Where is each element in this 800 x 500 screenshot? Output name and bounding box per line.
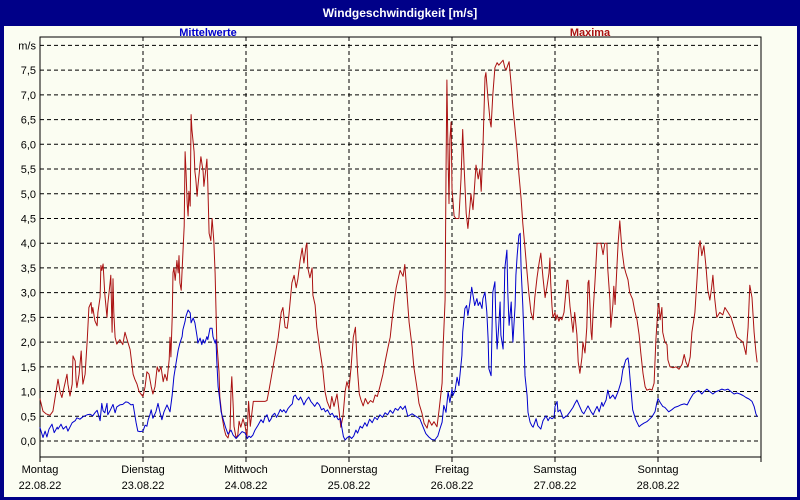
y-tick-label: 2,5: [21, 312, 36, 324]
y-tick-label: 3,0: [21, 288, 36, 300]
y-tick-label: 1,0: [21, 387, 36, 399]
title-bar: Windgeschwindigkeit [m/s]: [0, 0, 800, 26]
y-tick-label: 4,0: [21, 238, 36, 250]
vertical-gridlines: [142, 37, 659, 457]
day-name-label: Samstag: [533, 464, 576, 476]
y-tick-label: 5,5: [21, 164, 36, 176]
day-date-label: 22.08.22: [19, 480, 62, 492]
legend-label-maxima: Maxima: [569, 27, 611, 39]
day-name-label: Montag: [22, 464, 59, 476]
y-tick-label: 4,5: [21, 213, 36, 225]
day-name-label: Sonntag: [638, 464, 679, 476]
day-name-label: Dienstag: [121, 464, 164, 476]
plot-border: [39, 36, 762, 458]
horizontal-gridlines: [40, 44, 761, 442]
y-axis-labels: m/s 7,5 7,0 6,5 6,0 5,5 5,0 4,5 4,0 3,5 3,0 2,5 2,0 1…: [18, 40, 36, 448]
day-ticks: [39, 37, 762, 462]
y-tick-label: 3,5: [21, 263, 36, 275]
y-tick-label: 7,0: [21, 90, 36, 102]
day-date-label: 28.08.22: [637, 480, 680, 492]
y-tick-label: 2,0: [21, 337, 36, 349]
y-tick-label: 6,0: [21, 139, 36, 151]
series-line-mittelwerte: [39, 232, 758, 441]
day-date-label: 23.08.22: [122, 480, 165, 492]
y-tick-label: 1,5: [21, 362, 36, 374]
series-line-maxima: [39, 59, 758, 439]
day-name-label: Donnerstag: [321, 464, 378, 476]
day-name-label: Freitag: [435, 464, 469, 476]
y-tick-label: 5,0: [21, 189, 36, 201]
chart-panel: [4, 26, 797, 497]
day-date-label: 26.08.22: [431, 480, 474, 492]
legend-label-mittelwerte: Mittelwerte: [179, 27, 237, 39]
day-date-label: 24.08.22: [225, 480, 268, 492]
y-tick-label: 0,5: [21, 411, 36, 423]
x-axis-labels: Montag 22.08.22 Dienstag 23.08.22 Mittwoch 24…: [19, 464, 680, 492]
window-title: Windgeschwindigkeit [m/s]: [322, 6, 478, 20]
y-tick-label: 0,0: [21, 436, 36, 448]
y-axis-unit-label: m/s: [18, 40, 36, 52]
day-date-label: 27.08.22: [534, 480, 577, 492]
y-tick-label: 6,5: [21, 115, 36, 127]
day-name-label: Mittwoch: [224, 464, 267, 476]
day-date-label: 25.08.22: [328, 480, 371, 492]
y-tick-label: 7,5: [21, 65, 36, 77]
